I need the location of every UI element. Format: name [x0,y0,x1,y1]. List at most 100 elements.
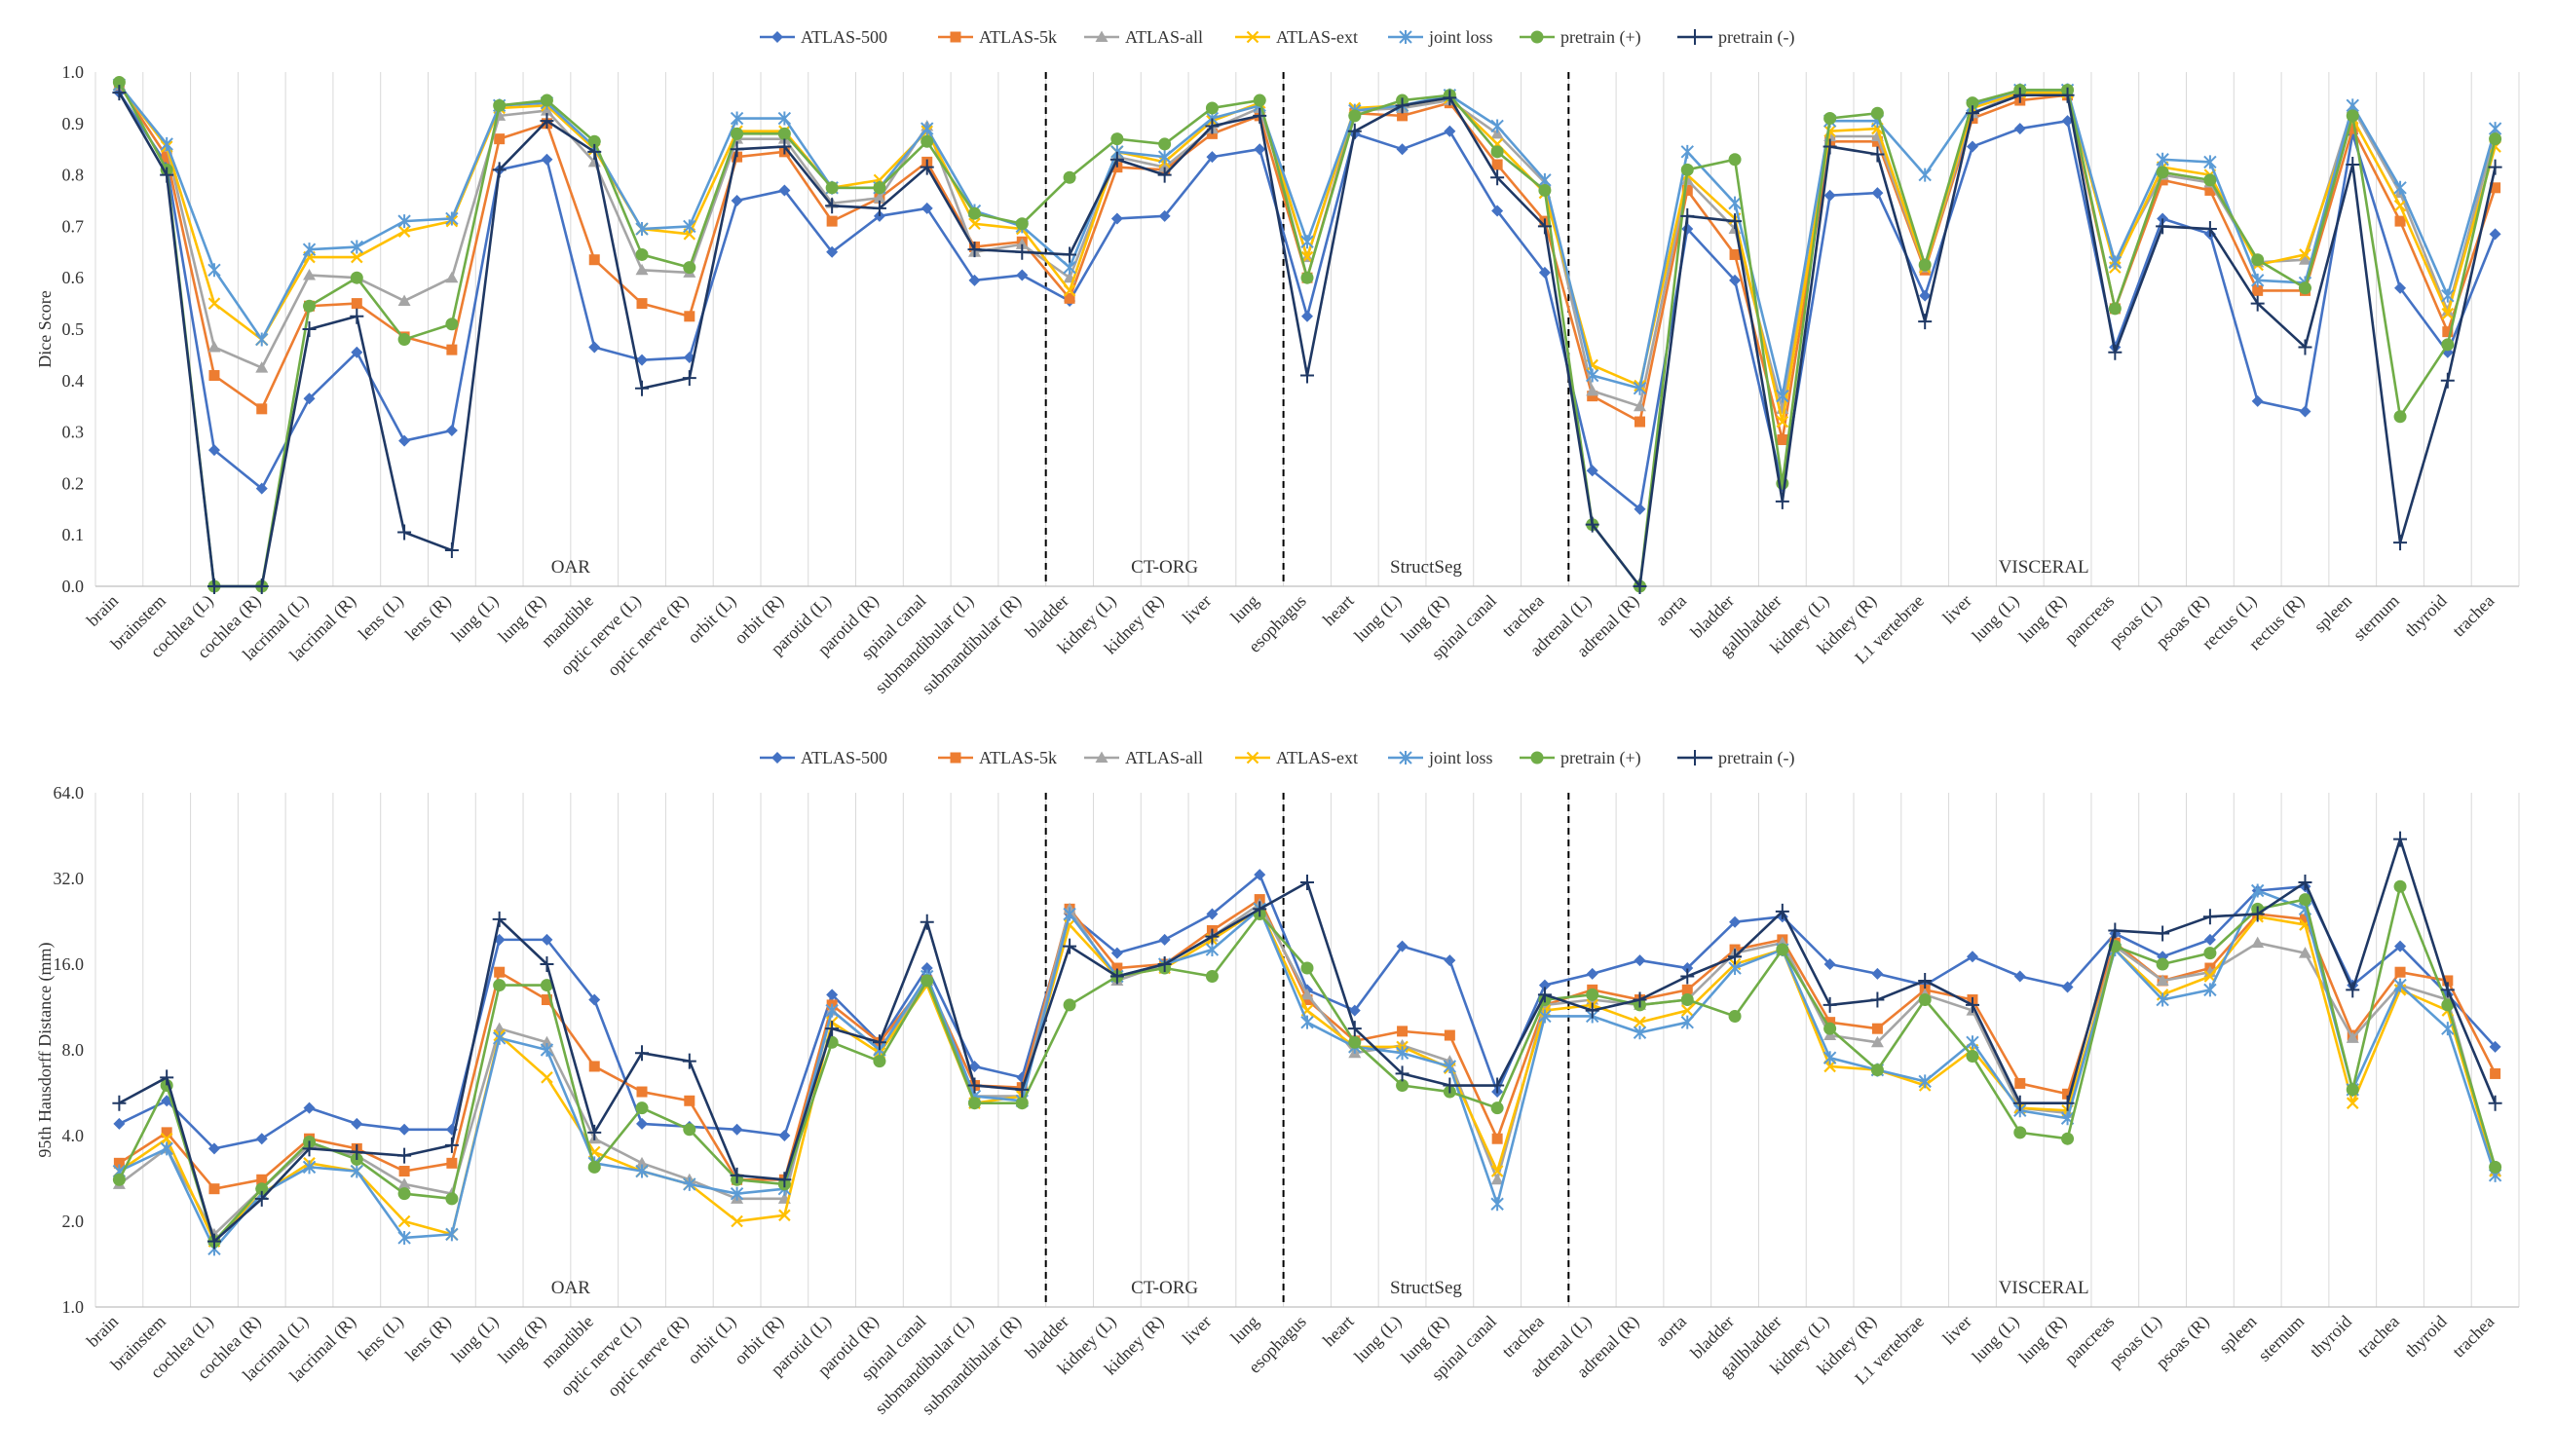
point-pretrain-37 [1870,106,1884,120]
y-tick-label: 0.2 [62,473,85,493]
series-joint-loss [112,883,2502,1256]
series-pretrain [112,879,2502,1249]
point-atlas-all-25 [1300,988,1314,1000]
point-pretrain-10 [587,134,601,148]
point-atlas-ext-9 [541,1071,553,1084]
y-tick-label: 0.4 [62,371,85,391]
point-pretrain-11 [635,380,650,396]
x-tick-label-heart: heart [1319,1312,1358,1351]
legend-marker [1246,30,1259,44]
group-label-ct-org: CT-ORG [1131,557,1198,578]
point-joint-loss-5 [350,240,364,254]
point-atlas-all-46 [2298,253,2311,265]
point-atlas-500-40 [2013,970,2026,983]
point-atlas-5k-31 [1587,391,1598,402]
dataset-groups: OAR CT-ORG StructSeg VISCERAL [551,72,2089,586]
point-atlas-500-28 [1444,125,1456,137]
legend-marker [1399,751,1412,765]
point-atlas-5k-34 [1729,248,1741,260]
point-atlas-500-50 [2489,228,2501,241]
point-atlas-all-4 [303,269,317,280]
point-pretrain-47 [2346,1083,2359,1097]
point-atlas-ext-36 [1823,1060,1836,1073]
point-pretrain-23 [1205,928,1220,945]
point-atlas-5k-32 [1634,416,1645,428]
point-atlas-500-24 [1254,143,1266,156]
point-atlas-5k-45 [2252,284,2264,296]
series-pretrain [112,85,2502,594]
point-pretrain-48 [2393,410,2407,424]
point-atlas-5k-44 [2204,184,2216,196]
point-pretrain-17 [921,134,934,148]
point-joint-loss-1 [160,136,173,151]
point-pretrain-14 [777,1172,792,1188]
point-pretrain-48 [2393,831,2408,847]
x-tick-label-liver: liver [1938,591,1974,627]
point-atlas-500-3 [255,482,268,495]
group-label-visceral: VISCERAL [1999,1278,2089,1298]
legend-item-joint-loss: joint loss [1388,27,1493,47]
point-atlas-all-3 [255,361,269,373]
point-atlas-all-19 [1015,238,1029,249]
point-atlas-5k-48 [2394,966,2406,978]
x-tick-label-lung-l: lung (L) [447,1312,503,1367]
y-tick-label: 1.0 [62,62,85,82]
point-pretrain-38 [1918,314,1933,330]
gridlines [94,793,2520,1307]
point-pretrain-26 [1347,1021,1362,1037]
legend-label: ATLAS-500 [801,27,887,47]
point-pretrain-40 [2013,1126,2027,1139]
point-atlas-500-37 [1871,187,1884,200]
point-pretrain-38 [1918,972,1933,989]
point-atlas-500-11 [636,1117,649,1130]
point-atlas-500-15 [826,245,839,258]
legend-label: ATLAS-ext [1276,748,1358,767]
point-atlas-all-7 [445,271,459,283]
series-joint-loss [112,78,2502,403]
point-atlas-all-11 [635,1156,649,1169]
point-atlas-500-27 [1396,940,1409,952]
point-atlas-5k-11 [636,298,648,310]
dataset-groups: OAR CT-ORG StructSeg VISCERAL [551,793,2089,1307]
point-joint-loss-27 [1395,1046,1409,1061]
point-atlas-500-10 [588,993,601,1006]
point-joint-loss-11 [635,1164,649,1178]
group-label-visceral: VISCERAL [1999,557,2089,578]
point-pretrain-9 [540,956,554,972]
y-tick-label: 1.0 [62,1297,85,1317]
point-pretrain-22 [1158,137,1172,151]
point-pretrain-35 [1775,493,1789,509]
x-tick-label-thyroid: thyroid [2401,591,2451,641]
point-atlas-ext-1 [160,1132,173,1145]
point-atlas-500-33 [1681,962,1694,975]
point-atlas-all-9 [540,104,553,116]
point-pretrain-42 [2108,302,2122,316]
y-axis: 0.0 0.1 0.2 0.3 0.4 0.5 0.6 0.7 0.8 0.9 1.0 [62,62,85,596]
point-atlas-500-37 [1871,967,1884,980]
point-joint-loss-39 [1966,1035,1979,1050]
point-pretrain-30 [1537,218,1552,235]
point-pretrain-48 [2393,535,2408,551]
point-atlas-500-4 [303,1101,316,1114]
point-atlas-5k-37 [1871,1023,1883,1034]
legend-label: ATLAS-5k [979,27,1057,47]
point-atlas-500-23 [1206,151,1219,164]
point-atlas-500-17 [921,202,933,214]
point-atlas-ext-5 [351,250,363,264]
point-pretrain-38 [1918,993,1932,1007]
legend: ATLAS-500 ATLAS-5k ATLAS-all ATLAS-ext joint… [760,27,1794,48]
point-pretrain-6 [397,333,411,347]
point-pretrain-39 [1966,96,1979,110]
point-pretrain-31 [1586,988,1599,1001]
point-pretrain-26 [1347,123,1362,139]
point-pretrain-24 [1253,93,1266,107]
point-atlas-500-41 [2061,981,2074,993]
x-tick-label-lung-l: lung (L) [1350,591,1406,647]
x-tick-label-lung-l: lung (L) [1968,591,2023,647]
point-joint-loss-15 [825,1003,839,1018]
point-pretrain-30 [1537,987,1552,1003]
point-pretrain-12 [683,1123,696,1137]
legend-label: pretrain (+) [1560,27,1641,48]
gridlines [94,72,2520,586]
legend-item-atlas-ext: ATLAS-ext [1235,27,1358,47]
